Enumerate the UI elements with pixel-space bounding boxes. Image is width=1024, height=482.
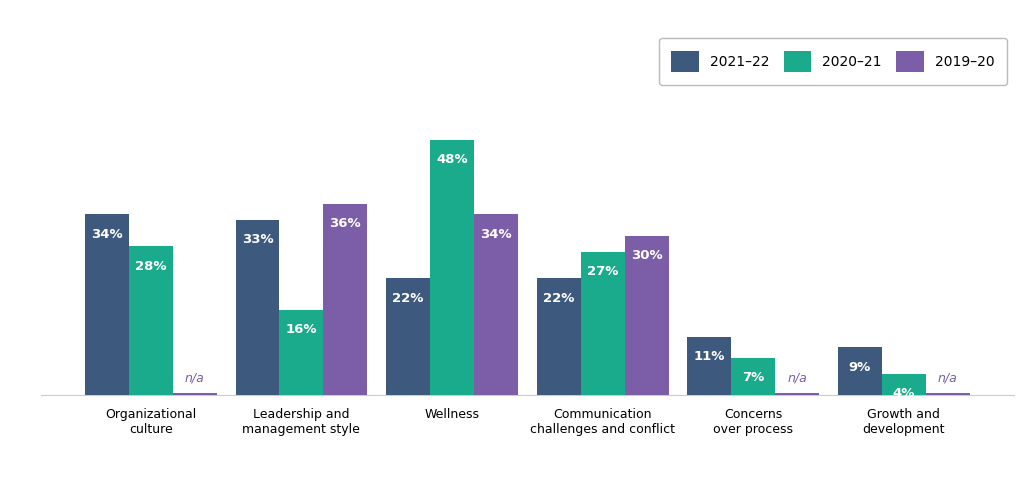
Bar (386, 278, 430, 395)
Text: 7%: 7% (742, 371, 765, 384)
Text: n/a: n/a (938, 372, 957, 385)
Bar (625, 236, 669, 395)
Text: 27%: 27% (587, 265, 618, 278)
Bar (236, 220, 280, 395)
Bar (687, 337, 731, 395)
Bar (775, 392, 819, 395)
Text: 30%: 30% (631, 249, 663, 262)
Bar (581, 252, 625, 395)
Bar (731, 358, 775, 395)
Bar (430, 140, 474, 395)
Text: 28%: 28% (135, 260, 167, 273)
Text: 4%: 4% (893, 387, 915, 400)
Text: 22%: 22% (543, 292, 574, 305)
Bar (838, 348, 882, 395)
Bar (474, 214, 518, 395)
Bar (173, 392, 217, 395)
Text: 34%: 34% (480, 228, 512, 241)
Text: 9%: 9% (849, 361, 871, 374)
Bar (280, 310, 324, 395)
Text: 11%: 11% (693, 350, 725, 363)
Text: 36%: 36% (330, 217, 361, 230)
Text: n/a: n/a (787, 372, 807, 385)
Text: 16%: 16% (286, 323, 317, 336)
Bar (537, 278, 581, 395)
Bar (926, 392, 970, 395)
Bar (882, 374, 926, 395)
Text: 48%: 48% (436, 153, 468, 166)
Text: 22%: 22% (392, 292, 424, 305)
Bar (129, 246, 173, 395)
Legend: 2021–22, 2020–21, 2019–20: 2021–22, 2020–21, 2019–20 (658, 38, 1007, 85)
Text: n/a: n/a (185, 372, 205, 385)
Text: 34%: 34% (91, 228, 123, 241)
Bar (85, 214, 129, 395)
Bar (324, 204, 368, 395)
Text: 33%: 33% (242, 233, 273, 246)
